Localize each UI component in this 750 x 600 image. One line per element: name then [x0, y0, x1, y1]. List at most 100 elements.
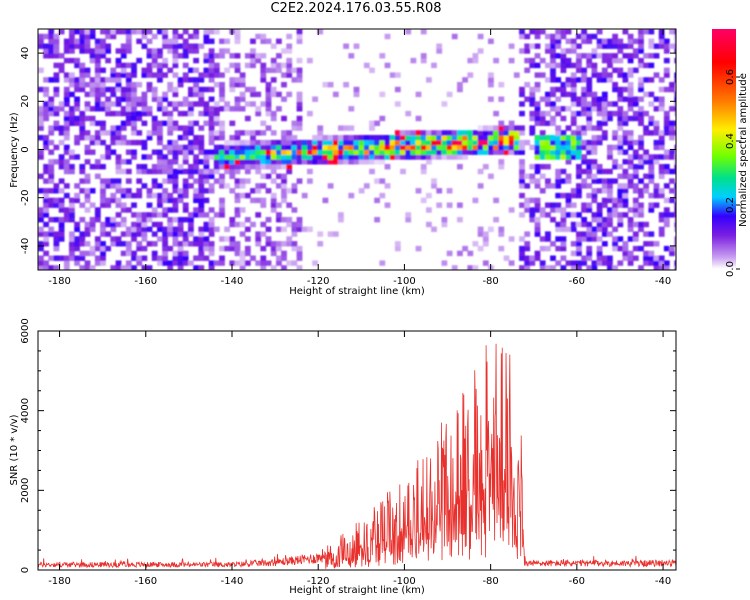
heat-cell	[141, 144, 148, 151]
heat-cell	[539, 144, 546, 151]
heat-cell	[570, 38, 577, 44]
heat-cell	[384, 144, 391, 151]
heat-cell	[125, 29, 132, 35]
heat-cell	[420, 197, 427, 204]
heat-cell	[612, 57, 618, 64]
heat-cell	[477, 183, 484, 189]
heat-cell	[622, 96, 629, 102]
heat-cell	[648, 154, 655, 160]
heat-cell	[69, 241, 75, 247]
heat-cell	[229, 173, 236, 179]
heat-cell	[110, 67, 117, 73]
heat-cell	[219, 159, 225, 165]
heat-cell	[208, 149, 215, 155]
heat-cell	[198, 178, 205, 184]
heat-cell	[534, 255, 541, 261]
heat-cell	[632, 149, 639, 155]
heat-cell	[48, 202, 55, 208]
heat-cell	[296, 106, 303, 112]
heat-cell	[265, 67, 272, 73]
heat-cell	[167, 82, 174, 88]
heat-cell	[265, 96, 272, 102]
heat-cell	[638, 38, 644, 44]
heat-cell	[239, 106, 246, 112]
heat-cell	[188, 217, 194, 223]
heat-cell	[229, 245, 236, 252]
snr-series-line	[38, 343, 676, 569]
heat-cell	[79, 202, 86, 208]
heat-cell	[358, 159, 365, 165]
heat-cell	[286, 33, 293, 40]
heat-cell	[94, 164, 101, 170]
heat-cell	[436, 202, 443, 208]
heat-cell	[146, 110, 153, 117]
heat-cell	[239, 149, 246, 155]
heat-cell	[524, 43, 531, 49]
heat-cell	[131, 96, 137, 102]
heat-cell	[508, 139, 515, 146]
heat-cell	[286, 91, 293, 98]
heat-cell	[643, 173, 649, 179]
heat-cell	[110, 139, 117, 146]
heat-cell	[363, 144, 370, 151]
spectrogram-y-label: Frequency (Hz)	[9, 112, 20, 188]
heat-cell	[653, 125, 660, 131]
heat-cell	[276, 159, 282, 165]
heat-cell	[48, 96, 55, 102]
heat-cell	[643, 260, 649, 266]
heat-cell	[69, 77, 75, 83]
heat-cell	[125, 168, 132, 175]
heat-cell	[332, 159, 339, 165]
heat-cell	[151, 207, 158, 213]
heat-cell	[601, 96, 608, 102]
heat-cell	[105, 221, 111, 228]
heat-cell	[115, 130, 122, 136]
heat-cell	[529, 115, 536, 122]
heat-cell	[555, 192, 562, 199]
heat-cell	[296, 38, 303, 44]
heat-cell	[100, 130, 106, 136]
heat-cell	[198, 168, 205, 175]
heat-cell	[157, 159, 163, 165]
heat-cell	[658, 231, 665, 237]
heat-cell	[43, 144, 49, 151]
heat-cell	[586, 144, 593, 151]
heat-cell	[146, 48, 153, 54]
heat-cell	[519, 149, 525, 155]
heat-cell	[74, 255, 80, 261]
heat-cell	[607, 144, 613, 151]
heat-cell	[53, 236, 60, 242]
heat-cell	[400, 139, 406, 146]
heat-cell	[58, 130, 65, 136]
heat-cell	[632, 173, 639, 179]
heat-cell	[125, 120, 132, 126]
heat-cell	[596, 250, 603, 257]
heat-cell	[426, 192, 432, 199]
heat-cell	[172, 53, 179, 59]
heat-cell	[632, 221, 639, 228]
heat-cell	[617, 212, 624, 218]
heat-cell	[658, 43, 665, 49]
heat-cell	[570, 202, 577, 208]
heat-cell	[493, 139, 499, 146]
heat-cell	[182, 43, 189, 49]
heat-cell	[669, 125, 675, 131]
heat-cell	[550, 202, 556, 208]
heat-cell	[394, 130, 401, 136]
heat-cell	[182, 188, 189, 194]
heat-cell	[244, 139, 251, 146]
heat-cell	[224, 149, 230, 155]
heat-cell	[545, 178, 551, 184]
heat-cell	[203, 72, 210, 78]
heat-cell	[43, 250, 49, 257]
heat-cell	[617, 149, 624, 155]
heat-cell	[265, 38, 272, 44]
y-tick-label: -40	[20, 238, 31, 254]
heat-cell	[374, 178, 380, 184]
heat-cell	[555, 168, 562, 175]
heat-cell	[281, 197, 287, 204]
heat-cell	[84, 82, 91, 88]
heat-cell	[58, 178, 65, 184]
heat-cell	[198, 250, 205, 257]
heat-cell	[38, 245, 44, 252]
